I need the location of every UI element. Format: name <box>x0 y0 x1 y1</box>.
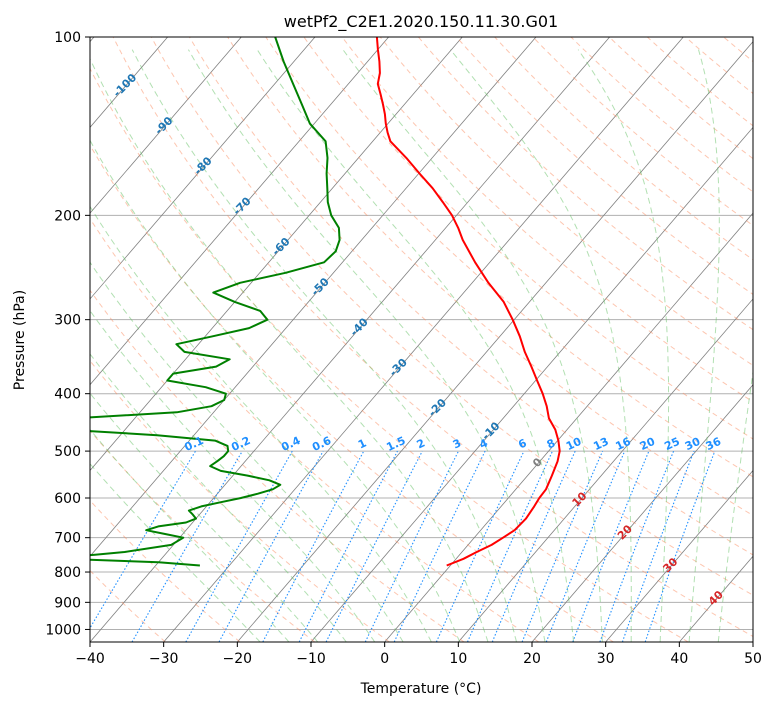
dry-adiabat-line <box>456 37 753 295</box>
dry-adiabat-line <box>90 217 540 642</box>
mixing-ratio-label: 10 <box>564 435 584 453</box>
mixing-ratio-line <box>364 450 459 642</box>
moist-adiabat-line <box>90 392 319 642</box>
x-tick-label: 10 <box>449 651 467 667</box>
background-lines <box>90 37 753 642</box>
isotherm-line <box>605 469 753 642</box>
mixing-ratio-line <box>262 450 365 642</box>
moist-adiabat-line <box>577 49 670 642</box>
y-tick-label: 300 <box>54 313 81 329</box>
isotherm-line <box>531 384 753 642</box>
mixing-ratio-line <box>298 450 398 642</box>
moist-adiabat-line <box>717 368 753 642</box>
y-tick-label: 100 <box>54 30 81 46</box>
moist-adiabat-line <box>90 261 404 642</box>
dry-adiabat-line <box>418 37 753 331</box>
dry-adiabat-line <box>90 67 689 642</box>
dry-adiabat-line <box>90 144 614 642</box>
mixing-ratio-line <box>545 450 626 642</box>
x-tick-label: −20 <box>223 651 253 667</box>
moist-adiabat-line <box>90 428 290 642</box>
isotherm-line <box>163 37 684 642</box>
isotherm-line <box>90 37 537 557</box>
y-tick-label: 700 <box>54 531 81 547</box>
x-axis-label: Temperature (°C) <box>360 681 482 697</box>
y-axis-label: Pressure (hPa) <box>12 290 28 390</box>
y-tick-label: 500 <box>54 444 81 460</box>
dry-adiabat-line <box>265 37 753 478</box>
mixing-ratio-line <box>621 450 695 642</box>
x-tick-label: −40 <box>75 651 105 667</box>
mixing-ratio-line <box>218 450 324 642</box>
dry-adiabat-line <box>150 37 753 596</box>
mixing-ratio-line <box>572 450 650 642</box>
isotherm-line <box>237 41 753 642</box>
mixing-ratio-line <box>131 450 243 642</box>
dry-adiabat-line <box>341 37 753 403</box>
mixing-ratio-label: 25 <box>662 435 681 453</box>
moist-adiabat-line <box>131 49 517 642</box>
x-tick-label: 50 <box>744 651 762 667</box>
x-tick-label: 30 <box>597 651 615 667</box>
moist-adiabat-line <box>90 57 489 642</box>
moist-adiabat-line <box>90 205 432 642</box>
dry-adiabat-line <box>303 37 753 440</box>
y-tick-label: 400 <box>54 387 81 403</box>
mixing-ratio-label: 30 <box>683 435 703 453</box>
dry-adiabat-line <box>227 37 753 517</box>
mixing-ratio-label: 36 <box>704 435 724 453</box>
dry-adiabat-line <box>112 37 753 638</box>
plot-frame <box>89 36 754 643</box>
dewpoint-profile-line <box>90 37 341 567</box>
mixing-ratio-line <box>644 450 716 642</box>
isotherm-line <box>310 126 753 642</box>
dry-adiabat-line <box>494 37 753 261</box>
moist-adiabat-line <box>187 49 546 642</box>
dry-adiabat-line <box>532 37 753 227</box>
isotherm-line <box>90 37 242 214</box>
mixing-ratio-label: 20 <box>638 435 658 453</box>
moist-adiabat-line <box>90 463 261 642</box>
y-tick-label: 200 <box>54 208 81 224</box>
x-tick-label: 20 <box>523 651 541 667</box>
mixing-ratio-line <box>599 450 675 642</box>
mixing-ratio-line <box>521 450 604 642</box>
isotherm-line <box>458 298 753 642</box>
x-axis: −40 −30 −20 −10 0 10 20 30 40 50 <box>75 642 762 667</box>
x-tick-label: −30 <box>149 651 179 667</box>
temperature-profile-line <box>375 37 561 567</box>
moist-adiabat-line <box>90 139 461 642</box>
dry-adiabat-line <box>90 429 316 642</box>
mixing-ratio-label: 16 <box>614 435 634 453</box>
y-tick-label: 1000 <box>45 622 81 638</box>
mixing-ratio-label: 13 <box>591 435 610 453</box>
mixing-ratio-line <box>393 450 486 642</box>
moist-adiabat-line <box>342 49 603 642</box>
chart-title: wetPf2_C2E1.2020.150.11.30.G01 <box>284 12 558 32</box>
dry-adiabat-line <box>379 37 753 366</box>
dry-adiabat-line <box>90 359 390 642</box>
moist-adiabat-line <box>256 49 575 642</box>
isotherm-line <box>384 212 753 642</box>
y-axis: 100 200 300 400 500 600 700 800 900 1000 <box>45 30 90 638</box>
y-tick-label: 900 <box>54 595 81 611</box>
x-tick-label: 40 <box>670 651 688 667</box>
sounding-profiles <box>90 37 561 567</box>
x-tick-label: 0 <box>380 651 389 667</box>
moist-adiabat-line <box>450 49 632 642</box>
isotherm-line <box>90 37 389 386</box>
y-tick-label: 600 <box>54 491 81 507</box>
moist-adiabat-line <box>688 49 720 642</box>
isotherm-line <box>90 37 316 300</box>
x-tick-label: −10 <box>296 651 326 667</box>
y-tick-label: 800 <box>54 565 81 581</box>
mixing-ratio-line <box>325 450 423 642</box>
dry-adiabat-line <box>90 289 465 642</box>
